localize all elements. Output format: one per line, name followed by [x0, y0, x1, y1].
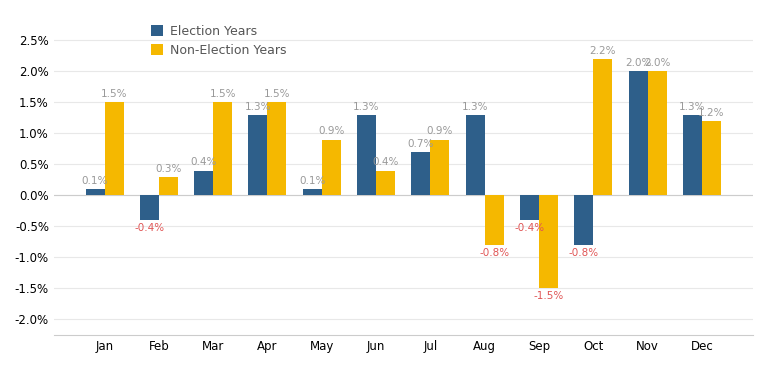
Text: -0.4%: -0.4%	[134, 223, 164, 233]
Text: 2.0%: 2.0%	[644, 58, 670, 68]
Text: 1.3%: 1.3%	[245, 102, 271, 112]
Text: 0.7%: 0.7%	[408, 139, 434, 149]
Text: -0.4%: -0.4%	[515, 223, 545, 233]
Text: 1.2%: 1.2%	[698, 108, 725, 118]
Bar	[465, 115, 485, 195]
Text: 2.2%: 2.2%	[590, 46, 616, 56]
Text: 1.5%: 1.5%	[210, 89, 236, 99]
Bar	[214, 102, 232, 195]
Text: -0.8%: -0.8%	[568, 248, 599, 258]
Bar	[140, 195, 159, 220]
Text: 1.3%: 1.3%	[353, 102, 380, 112]
Text: -0.8%: -0.8%	[479, 248, 509, 258]
Bar	[702, 121, 721, 195]
Text: 0.9%: 0.9%	[427, 126, 453, 137]
Bar	[376, 170, 395, 195]
Bar	[574, 195, 593, 245]
Bar	[357, 115, 376, 195]
Text: 1.3%: 1.3%	[462, 102, 488, 112]
Bar	[593, 59, 612, 195]
Text: 0.1%: 0.1%	[82, 176, 108, 186]
Bar	[683, 115, 702, 195]
Bar	[520, 195, 539, 220]
Bar	[430, 140, 449, 195]
Bar	[85, 189, 104, 195]
Bar	[267, 102, 286, 195]
Bar	[303, 189, 322, 195]
Text: 0.1%: 0.1%	[299, 176, 326, 186]
Bar	[194, 170, 214, 195]
Text: 1.5%: 1.5%	[263, 89, 290, 99]
Bar	[412, 152, 430, 195]
Text: 0.3%: 0.3%	[155, 164, 181, 174]
Text: 1.3%: 1.3%	[679, 102, 706, 112]
Bar	[159, 177, 178, 195]
Text: 1.5%: 1.5%	[101, 89, 127, 99]
Text: 0.4%: 0.4%	[190, 157, 217, 167]
Bar	[322, 140, 341, 195]
Bar	[539, 195, 558, 288]
Text: 0.9%: 0.9%	[318, 126, 344, 137]
Bar	[628, 71, 647, 195]
Bar	[647, 71, 667, 195]
Legend: Election Years, Non-Election Years: Election Years, Non-Election Years	[151, 25, 286, 57]
Bar	[248, 115, 267, 195]
Text: 0.4%: 0.4%	[372, 157, 399, 167]
Bar	[104, 102, 124, 195]
Text: 2.0%: 2.0%	[625, 58, 651, 68]
Bar	[485, 195, 504, 245]
Text: -1.5%: -1.5%	[533, 291, 564, 301]
